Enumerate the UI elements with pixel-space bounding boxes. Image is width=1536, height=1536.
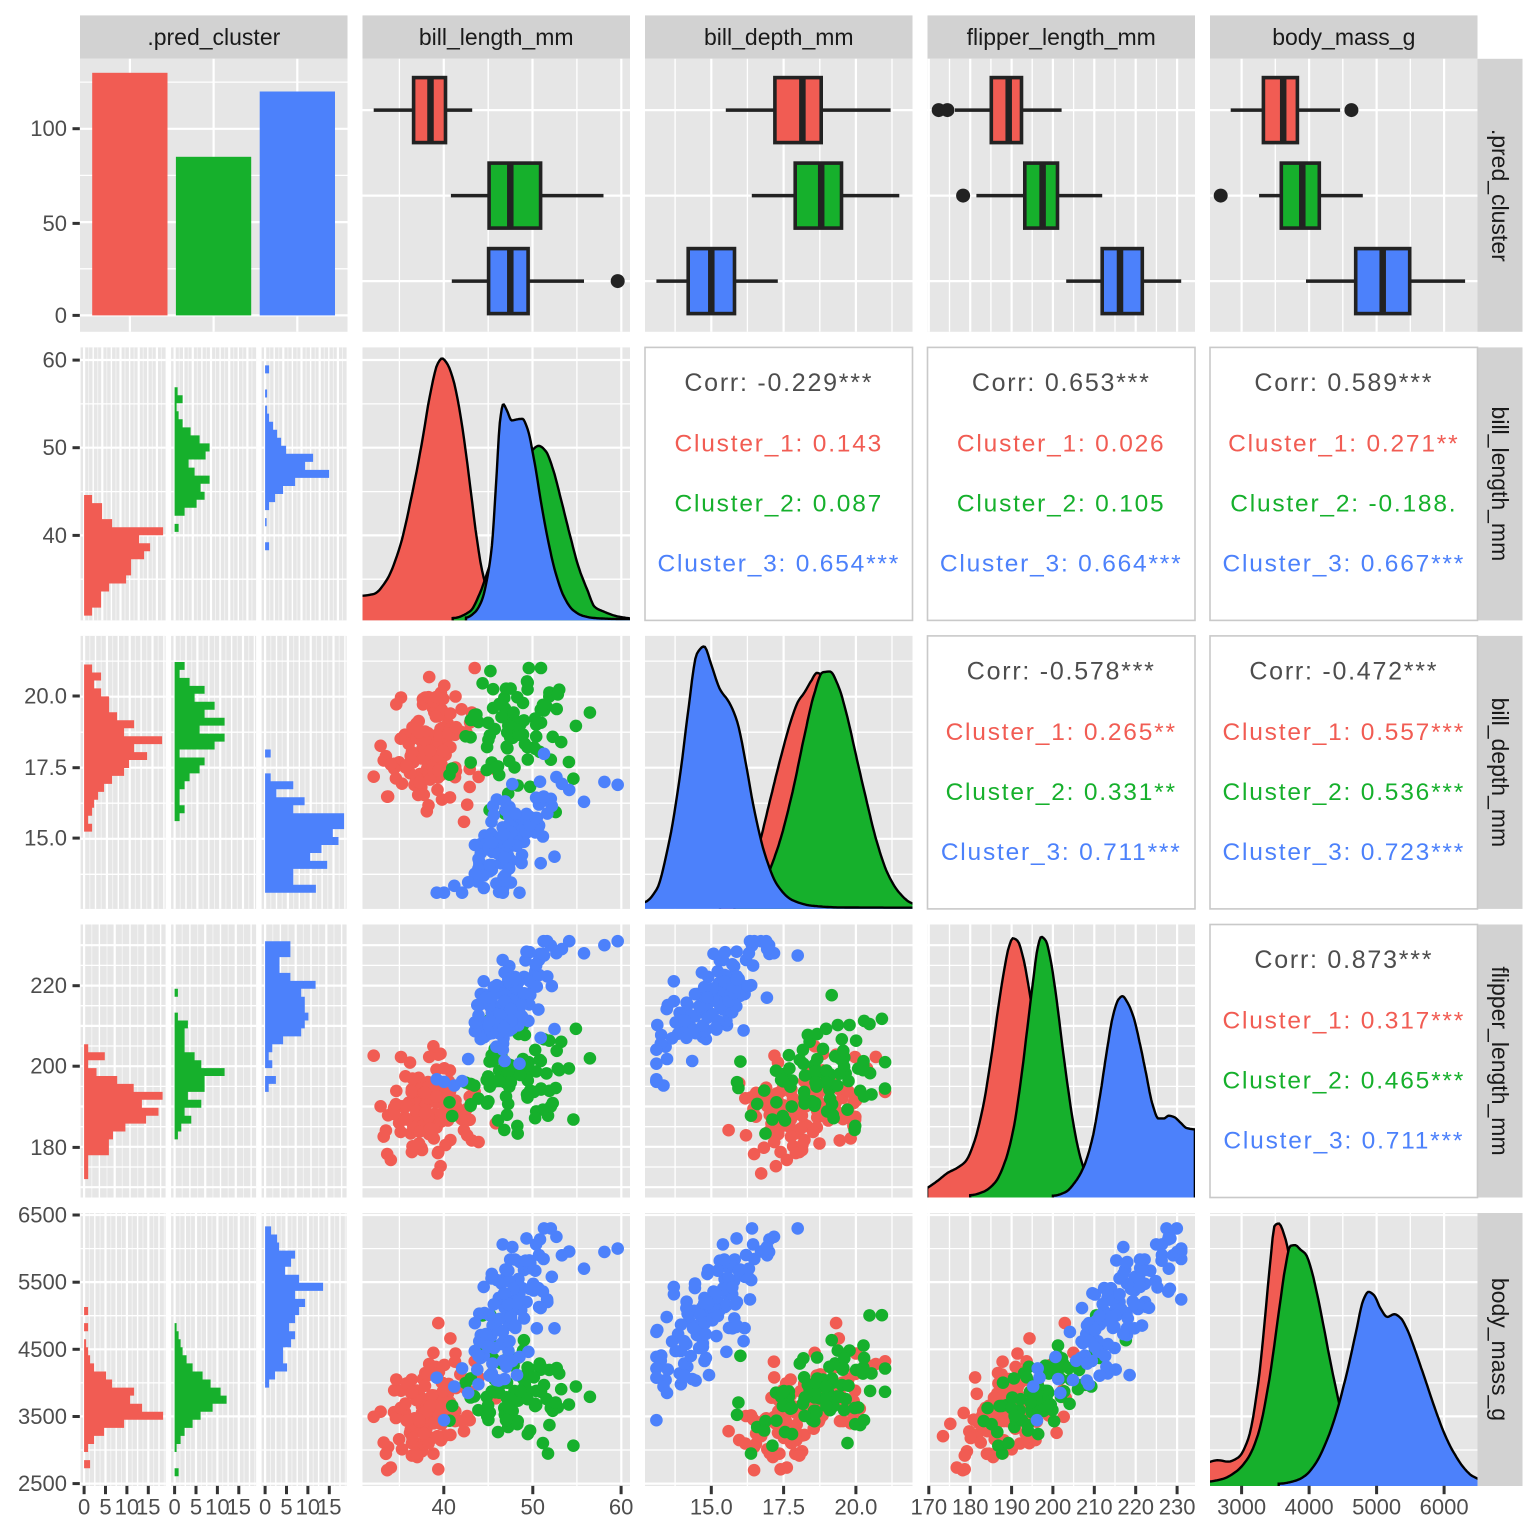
svg-text:0: 0 <box>55 303 67 328</box>
svg-text:200: 200 <box>1035 1495 1072 1520</box>
svg-text:230: 230 <box>1159 1495 1196 1520</box>
svg-text:Cluster_1: 0.557***: Cluster_1: 0.557*** <box>1223 719 1466 746</box>
svg-text:2500: 2500 <box>18 1471 67 1496</box>
svg-text:Corr: -0.578***: Corr: -0.578*** <box>967 657 1156 685</box>
svg-text:220: 220 <box>30 973 67 998</box>
svg-text:60: 60 <box>609 1495 633 1520</box>
svg-text:Cluster_1: 0.026: Cluster_1: 0.026 <box>957 430 1166 457</box>
svg-text:15.0: 15.0 <box>24 826 67 851</box>
svg-text:17.5: 17.5 <box>762 1495 805 1520</box>
svg-text:5000: 5000 <box>1352 1495 1401 1520</box>
svg-text:40: 40 <box>432 1495 456 1520</box>
svg-text:0: 0 <box>259 1495 271 1520</box>
svg-text:6500: 6500 <box>18 1203 67 1228</box>
svg-text:Cluster_1: 0.265**: Cluster_1: 0.265** <box>946 719 1177 746</box>
svg-text:6000: 6000 <box>1420 1495 1469 1520</box>
svg-text:Cluster_2: 0.465***: Cluster_2: 0.465*** <box>1223 1068 1466 1095</box>
svg-text:Cluster_2: 0.087: Cluster_2: 0.087 <box>675 490 884 517</box>
svg-text:flipper_length_mm: flipper_length_mm <box>1487 966 1513 1155</box>
svg-text:Corr: 0.873***: Corr: 0.873*** <box>1254 946 1433 974</box>
svg-text:60: 60 <box>43 348 67 373</box>
svg-text:190: 190 <box>993 1495 1030 1520</box>
svg-text:Cluster_2: 0.105: Cluster_2: 0.105 <box>957 490 1166 517</box>
svg-text:flipper_length_mm: flipper_length_mm <box>967 24 1156 50</box>
svg-text:50: 50 <box>43 211 67 236</box>
svg-text:0: 0 <box>78 1495 90 1520</box>
svg-text:Cluster_1: 0.317***: Cluster_1: 0.317*** <box>1223 1008 1466 1035</box>
svg-text:4000: 4000 <box>1285 1495 1334 1520</box>
svg-text:Cluster_3: 0.664***: Cluster_3: 0.664*** <box>940 550 1183 577</box>
svg-text:5500: 5500 <box>18 1270 67 1295</box>
svg-text:20.0: 20.0 <box>24 684 67 709</box>
svg-text:Cluster_2: 0.536***: Cluster_2: 0.536*** <box>1223 779 1466 806</box>
svg-text:180: 180 <box>952 1495 989 1520</box>
svg-text:Corr: 0.589***: Corr: 0.589*** <box>1254 369 1433 397</box>
svg-text:220: 220 <box>1117 1495 1154 1520</box>
svg-text:Cluster_1: 0.143: Cluster_1: 0.143 <box>675 430 884 457</box>
svg-text:50: 50 <box>521 1495 545 1520</box>
svg-text:40: 40 <box>43 523 67 548</box>
svg-text:10: 10 <box>205 1495 229 1520</box>
svg-text:Corr: -0.472***: Corr: -0.472*** <box>1249 657 1438 685</box>
svg-text:170: 170 <box>910 1495 947 1520</box>
svg-text:body_mass_g: body_mass_g <box>1272 24 1415 50</box>
svg-text:15: 15 <box>317 1495 341 1520</box>
svg-text:bill_length_mm: bill_length_mm <box>419 24 574 50</box>
svg-text:4500: 4500 <box>18 1337 67 1362</box>
svg-text:10: 10 <box>115 1495 139 1520</box>
svg-text:10: 10 <box>296 1495 320 1520</box>
svg-text:15: 15 <box>136 1495 160 1520</box>
svg-text:bill_depth_mm: bill_depth_mm <box>1487 698 1513 848</box>
svg-text:bill_depth_mm: bill_depth_mm <box>704 24 854 50</box>
svg-text:5: 5 <box>280 1495 292 1520</box>
svg-text:3500: 3500 <box>18 1404 67 1429</box>
svg-text:bill_length_mm: bill_length_mm <box>1487 407 1513 562</box>
svg-text:Corr: -0.229***: Corr: -0.229*** <box>684 369 873 397</box>
svg-text:5: 5 <box>99 1495 111 1520</box>
svg-text:180: 180 <box>30 1135 67 1160</box>
svg-text:20.0: 20.0 <box>834 1495 877 1520</box>
svg-text:Cluster_3: 0.711***: Cluster_3: 0.711*** <box>1223 1128 1464 1155</box>
svg-text:5: 5 <box>190 1495 202 1520</box>
svg-text:200: 200 <box>30 1054 67 1079</box>
svg-text:15.0: 15.0 <box>690 1495 733 1520</box>
svg-text:body_mass_g: body_mass_g <box>1487 1278 1513 1421</box>
svg-text:Cluster_2: 0.331**: Cluster_2: 0.331** <box>946 779 1177 806</box>
svg-text:Cluster_1: 0.271**: Cluster_1: 0.271** <box>1228 430 1459 457</box>
svg-text:Cluster_3: 0.654***: Cluster_3: 0.654*** <box>658 550 901 577</box>
svg-text:100: 100 <box>30 116 67 141</box>
svg-text:210: 210 <box>1076 1495 1113 1520</box>
svg-text:15: 15 <box>227 1495 251 1520</box>
svg-text:50: 50 <box>43 435 67 460</box>
svg-text:Corr: 0.653***: Corr: 0.653*** <box>972 369 1151 397</box>
svg-text:Cluster_2: -0.188.: Cluster_2: -0.188. <box>1230 490 1457 517</box>
svg-text:Cluster_3: 0.667***: Cluster_3: 0.667*** <box>1223 550 1466 577</box>
svg-text:.pred_cluster: .pred_cluster <box>1487 129 1513 262</box>
svg-text:Cluster_3: 0.723***: Cluster_3: 0.723*** <box>1223 839 1466 866</box>
svg-text:3000: 3000 <box>1217 1495 1266 1520</box>
svg-text:.pred_cluster: .pred_cluster <box>147 24 280 50</box>
svg-text:Cluster_3: 0.711***: Cluster_3: 0.711*** <box>941 839 1182 866</box>
svg-text:0: 0 <box>168 1495 180 1520</box>
svg-text:17.5: 17.5 <box>24 755 67 780</box>
